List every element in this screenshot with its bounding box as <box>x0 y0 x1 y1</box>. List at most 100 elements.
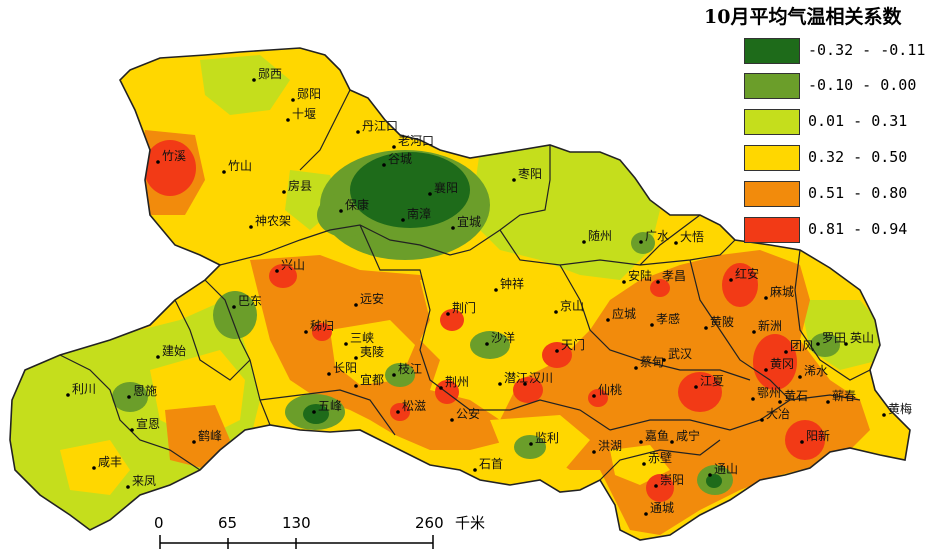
place-dot <box>778 400 782 404</box>
legend-label: 0.81 - 0.94 <box>808 220 908 238</box>
place-label: 江夏 <box>700 374 724 388</box>
place-marker: 赤壁 <box>642 450 672 466</box>
place-marker: 襄阳 <box>428 180 458 196</box>
legend-title: 10月平均气温相关系数 <box>704 6 902 28</box>
place-label: 通山 <box>714 462 738 476</box>
place-dot <box>312 410 316 414</box>
place-marker: 孝昌 <box>656 269 686 284</box>
place-label: 钟祥 <box>500 276 524 291</box>
place-marker: 浠水 <box>798 364 828 379</box>
place-label: 黄冈 <box>770 357 794 371</box>
place-dot <box>554 310 558 314</box>
place-marker: 咸宁 <box>670 428 700 444</box>
place-dot <box>882 413 886 417</box>
place-label: 大悟 <box>680 229 704 244</box>
place-marker: 麻城 <box>764 284 794 300</box>
legend-swatch <box>744 109 800 135</box>
place-label: 谷城 <box>388 152 412 166</box>
place-dot <box>439 386 443 390</box>
place-dot <box>760 418 764 422</box>
place-label: 五峰 <box>318 399 342 413</box>
place-marker: 利川 <box>66 382 96 397</box>
place-dot <box>222 170 226 174</box>
place-marker: 武汉 <box>662 347 692 362</box>
place-dot <box>694 385 698 389</box>
place-label: 宣恩 <box>136 416 160 431</box>
place-marker: 十堰 <box>286 107 316 122</box>
place-dot <box>592 394 596 398</box>
place-dot <box>622 280 626 284</box>
place-marker: 大冶 <box>760 407 790 422</box>
place-label: 新洲 <box>758 318 782 333</box>
place-label: 竹溪 <box>162 149 186 163</box>
place-marker: 五峰 <box>312 399 342 414</box>
place-marker: 荆州 <box>439 375 469 390</box>
place-dot <box>639 440 643 444</box>
place-label: 石首 <box>479 457 503 471</box>
zone-darkgreen-xiangyang <box>350 152 470 228</box>
place-dot <box>130 428 134 432</box>
place-marker: 洪湖 <box>592 438 622 454</box>
place-dot <box>304 330 308 334</box>
place-label: 秭归 <box>310 319 334 333</box>
place-marker: 竹溪 <box>156 149 186 164</box>
place-marker: 蔡甸 <box>634 355 664 370</box>
place-label: 罗田 <box>822 331 846 345</box>
place-dot <box>639 240 643 244</box>
place-dot <box>764 368 768 372</box>
place-marker: 竹山 <box>222 159 252 174</box>
legend-label: -0.32 - -0.11 <box>808 41 926 59</box>
place-dot <box>670 440 674 444</box>
place-marker: 随州 <box>582 228 612 244</box>
place-label: 房县 <box>288 178 312 193</box>
place-dot <box>446 312 450 316</box>
legend-label: 0.32 - 0.50 <box>808 148 908 166</box>
zone-green-zhijiang <box>385 363 415 387</box>
place-marker: 崇阳 <box>654 473 684 488</box>
zone-red-zigui <box>312 323 332 341</box>
zone-red-yangxin <box>785 420 825 460</box>
zone-red-hongan <box>722 263 758 307</box>
place-dot <box>642 462 646 466</box>
place-label: 宜城 <box>457 214 481 229</box>
zone-red-xiantao <box>588 389 608 407</box>
place-dot <box>451 226 455 230</box>
place-marker: 孝感 <box>650 311 680 327</box>
place-label: 潜江 <box>504 371 528 385</box>
scale-tick-260: 260 <box>415 514 444 532</box>
place-dot <box>382 163 386 167</box>
place-dot <box>66 393 70 397</box>
place-dot <box>826 400 830 404</box>
place-label: 荆门 <box>452 300 476 315</box>
zone-yellow-jingmen <box>420 270 580 360</box>
place-marker: 兴山 <box>275 258 305 273</box>
place-label: 阳新 <box>806 428 830 443</box>
place-marker: 松滋 <box>396 399 426 414</box>
place-marker: 团风 <box>784 339 814 354</box>
place-dot <box>291 98 295 102</box>
place-dot <box>644 512 648 516</box>
place-marker: 新洲 <box>752 318 782 334</box>
place-marker: 房县 <box>282 178 312 194</box>
place-marker: 恩施 <box>127 384 157 399</box>
place-dot <box>654 484 658 488</box>
place-label: 郧阳 <box>297 87 321 101</box>
place-marker: 巴东 <box>232 294 262 309</box>
place-label: 浠水 <box>804 364 828 378</box>
scale-tick-0: 0 <box>154 514 164 532</box>
place-marker: 红安 <box>729 266 759 282</box>
zone-green-luotian <box>810 333 840 357</box>
place-label: 安陆 <box>628 268 652 283</box>
place-label: 竹山 <box>228 159 252 173</box>
place-label: 应城 <box>612 306 636 321</box>
place-marker: 三峡 <box>344 331 374 346</box>
place-dot <box>156 160 160 164</box>
place-label: 夷陵 <box>360 344 384 359</box>
legend-label: 0.51 - 0.80 <box>808 184 908 202</box>
place-marker: 鄂州 <box>751 386 781 401</box>
place-marker: 建始 <box>156 344 186 359</box>
place-dot <box>354 303 358 307</box>
place-marker: 广水 <box>639 229 669 244</box>
place-label: 兴山 <box>281 258 305 272</box>
